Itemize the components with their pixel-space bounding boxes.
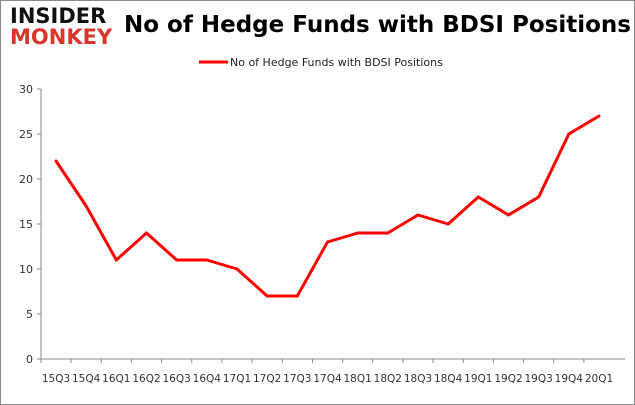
- data-point: [356, 231, 360, 235]
- data-point: [265, 294, 269, 298]
- y-tick-label: 20: [19, 173, 33, 186]
- x-tick-label: 18Q1: [344, 373, 372, 385]
- data-point: [446, 222, 450, 226]
- y-tick-label: 15: [19, 218, 33, 231]
- y-tick-label: 25: [19, 128, 33, 141]
- data-point: [567, 132, 571, 136]
- data-point: [476, 195, 480, 199]
- x-tick-label: 19Q3: [525, 373, 553, 385]
- data-point: [175, 258, 179, 262]
- y-tick-label: 0: [26, 353, 33, 366]
- data-point: [84, 204, 88, 208]
- data-point: [507, 213, 510, 217]
- logo-line2: MONKEY: [10, 25, 113, 49]
- x-tick-label: 16Q2: [132, 373, 160, 385]
- chart-title: No of Hedge Funds with BDSI Positions: [124, 12, 631, 38]
- x-tick-label: 16Q1: [102, 373, 130, 385]
- data-point: [597, 114, 601, 118]
- y-tick-label: 5: [26, 308, 33, 321]
- y-tick-label: 30: [19, 83, 33, 96]
- x-tick-label: 19Q4: [555, 373, 584, 385]
- x-tick-label: 20Q1: [585, 373, 613, 385]
- series-line: [54, 114, 600, 298]
- data-point: [537, 195, 541, 199]
- x-tick-label: 15Q4: [72, 373, 101, 385]
- x-tick-label: 17Q2: [253, 373, 281, 385]
- y-tick-label: 10: [19, 263, 33, 276]
- x-tick-label: 17Q4: [313, 373, 342, 385]
- data-point: [205, 258, 209, 262]
- x-tick-label: 16Q3: [163, 373, 191, 385]
- data-point: [295, 294, 299, 298]
- x-tick-label: 19Q2: [494, 373, 522, 385]
- data-point: [54, 159, 58, 163]
- x-tick-label: 18Q3: [404, 373, 432, 385]
- data-point: [235, 267, 239, 271]
- data-point: [114, 258, 118, 262]
- legend-label: No of Hedge Funds with BDSI Positions: [230, 56, 443, 69]
- x-tick-label: 15Q3: [42, 373, 70, 385]
- x-tick-label: 17Q1: [223, 373, 251, 385]
- x-tick-label: 17Q3: [283, 373, 311, 385]
- x-tick-label: 19Q1: [464, 373, 492, 385]
- x-tick-label: 16Q4: [193, 373, 222, 385]
- data-point: [145, 231, 148, 235]
- data-point: [326, 240, 329, 244]
- data-point: [416, 213, 420, 217]
- logo-line1: INSIDER: [10, 4, 107, 28]
- x-tick-label: 18Q2: [374, 373, 402, 385]
- data-point: [386, 231, 390, 235]
- insider-monkey-logo: INSIDER MONKEY: [10, 6, 112, 48]
- x-tick-label: 18Q4: [434, 373, 463, 385]
